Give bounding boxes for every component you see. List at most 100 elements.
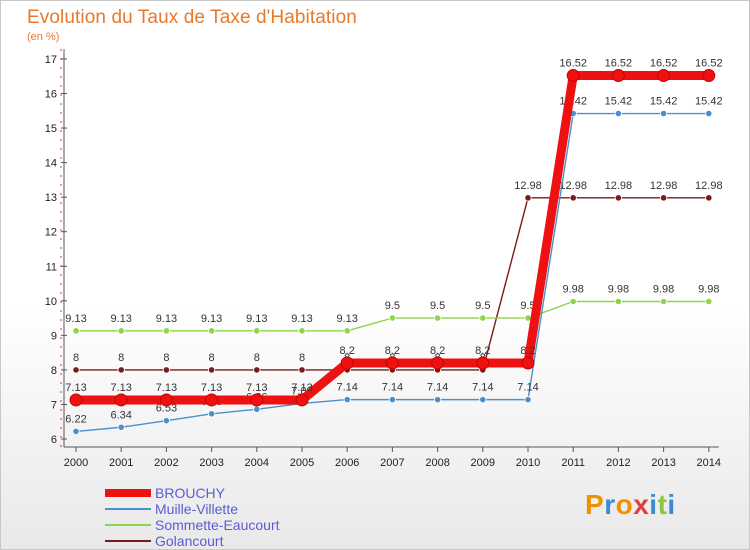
logo-letter: P [585,489,605,520]
data-label: 7.13 [291,382,312,394]
data-point [162,417,170,425]
data-point [614,297,623,306]
logo-letter: x [633,489,650,520]
data-point [162,366,170,374]
data-point [72,366,80,374]
data-label: 7.13 [110,382,131,394]
y-tick-label: 12 [45,227,57,239]
x-tick-label: 2006 [335,457,359,469]
data-label: 6.53 [156,403,177,415]
data-point [385,356,399,370]
x-tick-label: 2009 [471,457,495,469]
x-tick-label: 2001 [109,457,133,469]
data-label: 16.52 [559,58,587,70]
chart-title: Evolution du Taux de Taxe d'Habitation [27,7,357,28]
data-label: 8 [73,352,79,364]
data-label: 9.13 [65,313,86,325]
data-label: 8.2 [475,345,490,357]
data-label: 12.98 [695,180,723,192]
data-label: 9.98 [608,283,629,295]
data-label: 9.13 [336,313,357,325]
data-label: 8.2 [340,345,355,357]
x-tick-label: 2008 [425,457,449,469]
data-point [162,327,170,335]
data-point [705,194,713,202]
data-point [524,194,532,202]
data-label: 6.22 [65,413,86,425]
legend-label-sommette-eaucourt: Sommette-Eaucourt [155,517,280,533]
data-label: 16.52 [605,58,633,70]
y-tick-label: 15 [45,123,57,135]
data-point [114,393,128,407]
y-tick-label: 10 [45,296,57,308]
data-label: 8 [299,352,305,364]
legend-label-muille-villette: Muille-Villette [155,501,238,517]
data-label: 7.13 [65,382,86,394]
data-label: 16.52 [650,58,678,70]
proxiti-logo: Proxiti [585,489,676,521]
data-label: 9.13 [291,313,312,325]
data-label: 12.98 [650,180,678,192]
legend-swatch-golancourt [105,540,151,542]
data-label: 12.98 [605,180,633,192]
data-label: 7.14 [382,382,403,394]
data-label: 9.98 [562,283,583,295]
y-tick-label: 8 [51,365,57,377]
x-tick-label: 2011 [561,457,585,469]
data-label: 7.13 [201,382,222,394]
x-tick-label: 2007 [380,457,404,469]
data-label: 8 [118,352,124,364]
legend-swatch-muille-villette [105,508,151,510]
data-label: 8 [254,352,260,364]
data-label: 9.5 [520,300,535,312]
data-label: 7.14 [517,382,538,394]
data-point [521,356,535,370]
data-label: 7.13 [156,382,177,394]
data-label: 9.98 [698,283,719,295]
data-label: 7.14 [336,382,357,394]
logo-letter: t [657,489,668,520]
data-point [343,396,351,404]
logo-letter: r [604,489,616,520]
legend-swatch-sommette-eaucourt [105,524,151,526]
data-point [569,194,577,202]
data-point [388,314,396,322]
data-label: 15.42 [605,96,633,108]
data-point [433,396,442,404]
y-tick-label: 17 [45,54,57,66]
data-point [614,109,623,118]
data-point [117,327,125,335]
data-point [295,393,309,407]
y-tick-label: 6 [51,434,57,446]
data-point [208,410,216,418]
y-tick-label: 14 [45,158,57,170]
x-tick-label: 2004 [245,457,269,469]
data-point [476,356,490,370]
data-point [705,297,713,306]
data-label: 8 [209,352,215,364]
x-tick-label: 2012 [606,457,630,469]
data-point [117,423,125,431]
y-tick-label: 11 [46,261,57,273]
data-point [250,393,264,407]
chart-unit-label: (en %) [27,31,60,43]
x-tick-label: 2003 [199,457,223,469]
x-tick-label: 2002 [154,457,178,469]
y-tick-label: 7 [51,399,57,411]
data-label: 15.42 [695,96,723,108]
data-label: 9.13 [246,313,267,325]
data-point [569,297,577,306]
data-point [72,327,80,335]
data-point [657,69,671,83]
x-tick-label: 2013 [651,457,675,469]
data-point [479,314,487,322]
data-label: 9.98 [653,283,674,295]
y-tick-label: 9 [51,330,57,342]
data-label: 8.2 [385,345,400,357]
data-label: 8.2 [520,345,535,357]
data-label: 9.5 [475,300,490,312]
data-point [208,366,216,374]
data-point [433,314,442,322]
